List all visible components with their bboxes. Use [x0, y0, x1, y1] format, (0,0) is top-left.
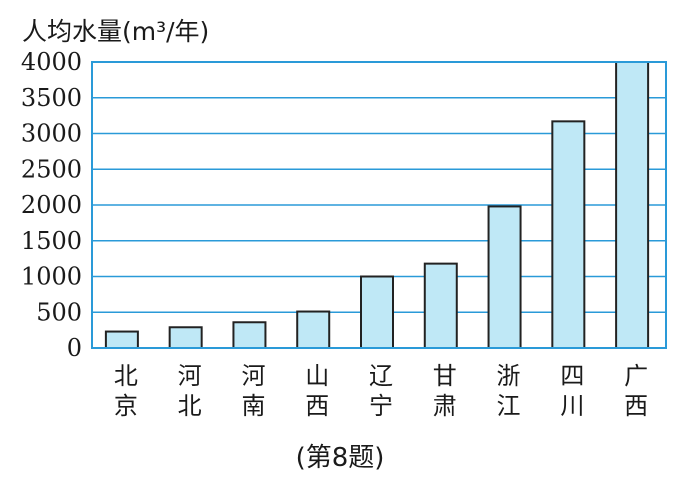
y-tick-label: 2500	[21, 155, 82, 183]
x-category-label: 辽	[369, 362, 393, 390]
bar	[168, 326, 203, 350]
y-tick-label: 2000	[21, 191, 82, 219]
plot-frame	[91, 61, 667, 349]
bar	[296, 310, 331, 350]
x-category-label: 江	[497, 392, 521, 420]
figure-caption: (第8题)	[296, 443, 385, 473]
y-tick-labels: 0 500 1000 1500 2000 2500 3000 3500 4000	[21, 48, 82, 362]
x-category-label: 甘	[433, 362, 457, 390]
x-category-label: 西	[305, 392, 329, 420]
x-category-label: 川	[560, 392, 584, 420]
x-category-label: 北	[114, 362, 138, 390]
x-category-label: 南	[241, 392, 265, 420]
x-category-label: 京	[114, 392, 138, 420]
y-tick-label: 0	[67, 334, 82, 362]
x-category-label: 河	[241, 362, 265, 390]
x-category-label: 北	[178, 392, 202, 420]
x-category-label: 广	[624, 362, 648, 390]
y-tick-label: 1500	[21, 227, 82, 255]
bar	[232, 321, 267, 350]
x-category-label: 山	[305, 362, 329, 390]
bar	[487, 205, 522, 349]
x-category-label: 西	[624, 392, 648, 420]
y-tick-label: 3000	[21, 120, 82, 148]
bar	[104, 330, 139, 349]
y-tick-label: 3500	[21, 84, 82, 112]
bar	[551, 120, 586, 349]
y-tick-label: 1000	[21, 263, 82, 291]
x-category-label: 四	[560, 362, 584, 390]
gridlines	[92, 96, 666, 314]
y-tick-label: 500	[36, 298, 82, 326]
x-category-label: 浙	[497, 362, 521, 390]
x-category-label: 河	[178, 362, 202, 390]
bar	[615, 61, 650, 349]
bar	[423, 262, 458, 350]
y-tick-label: 4000	[21, 48, 82, 76]
y-axis-label: 人均水量(m³/年)	[22, 17, 209, 46]
x-category-label: 宁	[369, 392, 393, 420]
bar	[360, 275, 394, 349]
x-category-label: 肃	[433, 392, 457, 420]
